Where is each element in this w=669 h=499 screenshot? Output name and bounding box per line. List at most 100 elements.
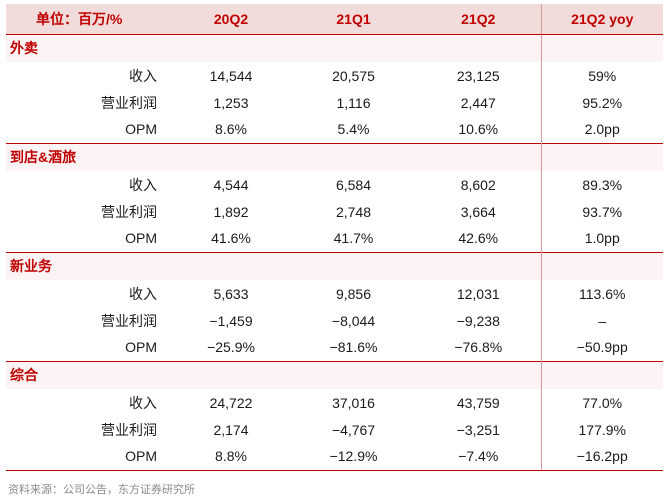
cell-value: 42.6% [458, 230, 499, 247]
cell-value: 113.6% [540, 280, 663, 307]
row-label: OPM [125, 230, 157, 247]
section-empty-cell [416, 360, 541, 389]
section-empty-cell [171, 33, 291, 62]
section-empty-cell [416, 251, 541, 280]
cell-value: −12.9% [291, 443, 416, 471]
cell-value: −9,238 [456, 312, 500, 329]
cell-value: 59% [540, 62, 663, 89]
cell-value: 2.0pp [540, 116, 663, 143]
column-header-21q1: 21Q1 [291, 4, 416, 35]
data-row: 收入 4,544 6,584 8,602 89.3% [6, 171, 663, 198]
data-row: 营业利润 1,253 1,116 2,447 95.2% [6, 89, 663, 116]
data-row: OPM 8.8% −12.9% −7.4% −16.2pp [6, 443, 663, 471]
section-empty-cell [171, 142, 291, 171]
unit-label: 单位：百万/% [6, 4, 171, 35]
row-label: 收入 [129, 67, 157, 84]
cell-value: 93.7% [540, 198, 663, 225]
cell-value: 77.0% [540, 389, 663, 416]
row-label: 营业利润 [101, 94, 157, 111]
section-name: 综合 [6, 360, 171, 389]
data-row: 营业利润 2,174 −4,767 −3,251 177.9% [6, 416, 663, 443]
data-row: 收入 24,722 37,016 43,759 77.0% [6, 389, 663, 416]
cell-value: −3,251 [456, 421, 500, 438]
column-header-21q2-yoy: 21Q2 yoy [540, 4, 663, 35]
cell-value: – [540, 307, 663, 334]
cell-value: 8.8% [171, 443, 291, 471]
cell-value: 24,722 [209, 394, 253, 411]
cell-value: −50.9pp [540, 334, 663, 361]
section-name: 外卖 [6, 33, 171, 62]
section-empty-cell [540, 142, 663, 171]
section-empty-cell [540, 360, 663, 389]
cell-value: 3,664 [460, 203, 496, 220]
section-row: 外卖 [6, 33, 663, 62]
cell-value: 177.9% [540, 416, 663, 443]
section-empty-cell [416, 33, 541, 62]
cell-value: 20,575 [332, 67, 375, 84]
cell-value: 5,633 [213, 285, 249, 302]
row-label: 营业利润 [101, 421, 157, 438]
section-empty-cell [291, 142, 416, 171]
cell-value: −8,044 [331, 312, 376, 329]
row-label: 营业利润 [101, 312, 157, 329]
section-row: 综合 [6, 360, 663, 389]
row-label: 营业利润 [101, 203, 157, 220]
cell-value: 41.7% [333, 230, 374, 247]
section-empty-cell [416, 142, 541, 171]
cell-value: 1,892 [213, 203, 249, 220]
cell-value: −81.6% [329, 339, 378, 356]
cell-value: 2,748 [335, 203, 372, 220]
data-row: OPM 41.6% 41.7% 42.6% 1.0pp [6, 225, 663, 252]
data-row: 收入 14,544 20,575 23,125 59% [6, 62, 663, 89]
cell-value: 95.2% [540, 89, 663, 116]
section-empty-cell [171, 251, 291, 280]
section-empty-cell [171, 360, 291, 389]
cell-value: −1,459 [209, 312, 253, 329]
row-label: 收入 [129, 394, 157, 411]
section-empty-cell [540, 33, 663, 62]
cell-value: 10.6% [458, 121, 499, 138]
row-label: OPM [125, 339, 157, 356]
cell-value: 1.0pp [540, 225, 663, 252]
cell-value: 4,544 [213, 176, 249, 193]
cell-value: 89.3% [540, 171, 663, 198]
row-label: 收入 [129, 176, 157, 193]
cell-value: 9,856 [335, 285, 372, 302]
cell-value: 6,584 [335, 176, 372, 193]
section-row: 到店&酒旅 [6, 142, 663, 171]
row-label: OPM [125, 121, 157, 138]
cell-value: −7.4% [416, 443, 541, 471]
section-row: 新业务 [6, 251, 663, 280]
source-note: 资料来源：公司公告，东方证券研究所 [8, 483, 195, 496]
cell-value: 2,174 [213, 421, 249, 438]
section-name: 到店&酒旅 [6, 142, 171, 171]
section-empty-cell [291, 251, 416, 280]
cell-value: 1,253 [213, 94, 249, 111]
column-header-21q2: 21Q2 [416, 4, 541, 35]
cell-value: −25.9% [207, 339, 255, 356]
cell-value: −4,767 [331, 421, 376, 438]
cell-value: 8,602 [460, 176, 496, 193]
section-name: 新业务 [6, 251, 171, 280]
data-row: OPM −25.9% −81.6% −76.8% −50.9pp [6, 334, 663, 361]
section-empty-cell [540, 251, 663, 280]
cell-value: 1,116 [336, 94, 371, 111]
cell-value: −16.2pp [540, 443, 663, 471]
data-row: 营业利润 −1,459 −8,044 −9,238 – [6, 307, 663, 334]
cell-value: 23,125 [456, 67, 500, 84]
cell-value: 37,016 [332, 394, 375, 411]
section-empty-cell [291, 33, 416, 62]
cell-value: 2,447 [460, 94, 496, 111]
row-label: OPM [6, 443, 171, 471]
cell-value: 43,759 [456, 394, 500, 411]
section-empty-cell [291, 360, 416, 389]
data-row: OPM 8.6% 5.4% 10.6% 2.0pp [6, 116, 663, 143]
cell-value: 14,544 [209, 67, 253, 84]
cell-value: 41.6% [211, 230, 251, 247]
data-row: 收入 5,633 9,856 12,031 113.6% [6, 280, 663, 307]
cell-value: 8.6% [215, 121, 247, 138]
cell-value: 5.4% [337, 121, 370, 138]
cell-value: 12,031 [456, 285, 500, 302]
row-label: 收入 [129, 285, 157, 302]
data-row: 营业利润 1,892 2,748 3,664 93.7% [6, 198, 663, 225]
